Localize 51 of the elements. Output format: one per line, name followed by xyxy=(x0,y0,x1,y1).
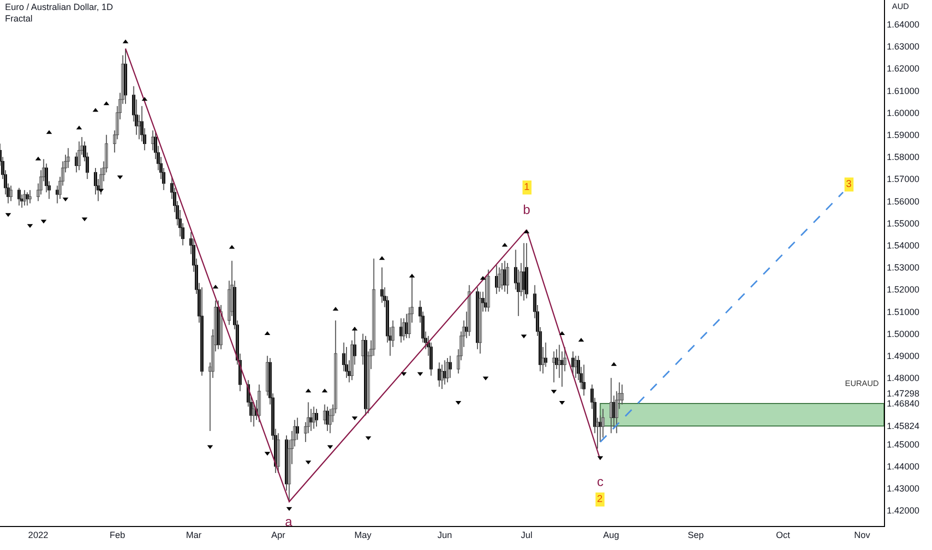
x-tick-label: Jul xyxy=(520,530,532,540)
y-tick-label: 1.64000 xyxy=(886,19,920,30)
y-tick-label: 1.48000 xyxy=(886,373,920,384)
x-tick-label: Feb xyxy=(110,530,126,540)
y-tick-label: 1.49000 xyxy=(886,350,920,361)
x-tick-label: Oct xyxy=(776,530,791,540)
y-tick-label: 1.60000 xyxy=(886,108,920,118)
point xyxy=(559,400,565,405)
y-tick-label: 1.59000 xyxy=(886,130,920,140)
y-tick-label: 1.54000 xyxy=(886,240,920,250)
x-tick-label: Nov xyxy=(854,530,871,540)
y-tick-label: 1.53000 xyxy=(886,262,920,273)
x-tick-label: Sep xyxy=(688,530,704,540)
x-tick-label: 2022 xyxy=(28,530,48,540)
chart-title: Euro / Australian Dollar, 1D xyxy=(5,2,114,12)
y-tick-label: 1.46840 xyxy=(886,398,920,409)
annotation: 1 xyxy=(524,182,530,193)
x-tick-label: Apr xyxy=(271,530,286,540)
y-tick-label: 1.45000 xyxy=(886,439,920,450)
x-tick-label: Mar xyxy=(186,530,202,540)
annotation: a xyxy=(285,514,293,529)
y-tick-label: 1.51000 xyxy=(886,306,920,317)
x-tick-label: May xyxy=(354,530,372,540)
annotation: EURAUD xyxy=(845,379,880,388)
y-tick-label: 1.52000 xyxy=(886,284,920,295)
point xyxy=(104,101,110,106)
annotation: b xyxy=(523,202,530,217)
point xyxy=(142,96,148,101)
y-tick-label: 1.57000 xyxy=(886,174,920,184)
y-tick-label: 1.45824 xyxy=(886,421,920,432)
y-tick-label: 1.58000 xyxy=(886,152,920,162)
y-tick-label: 1.47298 xyxy=(886,388,920,399)
x-tick-label: Aug xyxy=(603,530,620,540)
y-tick-label: 1.42000 xyxy=(886,506,920,516)
annotation: c xyxy=(597,474,604,489)
x-tick-label: Jun xyxy=(437,530,452,540)
y-axis-title: AUD xyxy=(892,2,910,11)
y-tick-label: 1.61000 xyxy=(886,86,920,96)
y-tick-label: 1.44000 xyxy=(886,461,920,472)
point xyxy=(332,306,338,311)
annotation: 2 xyxy=(597,494,603,505)
point xyxy=(212,284,218,289)
y-tick-label: 1.63000 xyxy=(886,42,920,52)
annotation: Fractal xyxy=(5,14,33,24)
y-tick-label: 1.62000 xyxy=(886,64,920,74)
y-tick-label: 1.55000 xyxy=(886,218,920,228)
y-tick-label: 1.56000 xyxy=(886,196,920,206)
point xyxy=(409,274,415,278)
y-tick-label: 1.43000 xyxy=(886,484,920,494)
y-tick-label: 1.50000 xyxy=(886,328,920,339)
annotation: 3 xyxy=(846,179,852,190)
